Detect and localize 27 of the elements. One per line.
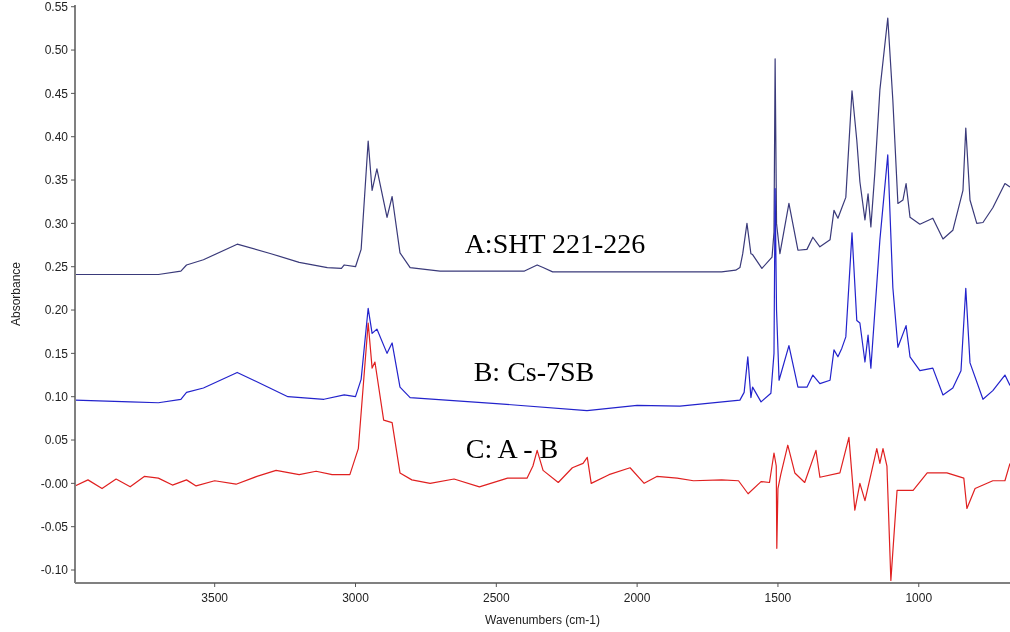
- y-tick-label: 0.10: [44, 389, 69, 404]
- y-tick-label: 0.20: [44, 303, 69, 318]
- x-tick-label: 1000: [905, 591, 933, 605]
- y-axis-title: Absorbance: [9, 261, 23, 327]
- x-tick-label: 3500: [201, 591, 229, 605]
- y-tick-label: -0.10: [40, 563, 69, 578]
- y-tick-label: 0.35: [44, 173, 69, 188]
- y-tick-label: 0.25: [44, 259, 69, 274]
- series-label: A:SHT 221-226: [464, 227, 646, 259]
- x-tick-label: 2000: [623, 591, 651, 605]
- y-tick-label: 0.30: [44, 216, 69, 231]
- y-tick-label: 0.45: [44, 86, 69, 101]
- x-axis-title: Wavenumbers (cm-1): [485, 613, 600, 627]
- series-label: C: A - B: [465, 432, 559, 464]
- y-tick-label: 0.15: [44, 346, 69, 361]
- y-tick-label: 0.05: [44, 433, 69, 448]
- line-series: [74, 154, 1010, 412]
- y-tick-label: 0.55: [44, 0, 69, 14]
- y-tick-label: -0.05: [40, 519, 69, 534]
- y-tick-label: -0.00: [40, 476, 69, 491]
- x-tick-label: 2500: [482, 591, 510, 605]
- x-tick-label: 1500: [764, 591, 792, 605]
- line-series: [74, 17, 1010, 276]
- y-tick-label: 0.40: [44, 129, 69, 144]
- series-label: B: Cs-7SB: [473, 355, 595, 387]
- y-tick-label: 0.50: [44, 43, 69, 58]
- x-tick-label: 3000: [342, 591, 370, 605]
